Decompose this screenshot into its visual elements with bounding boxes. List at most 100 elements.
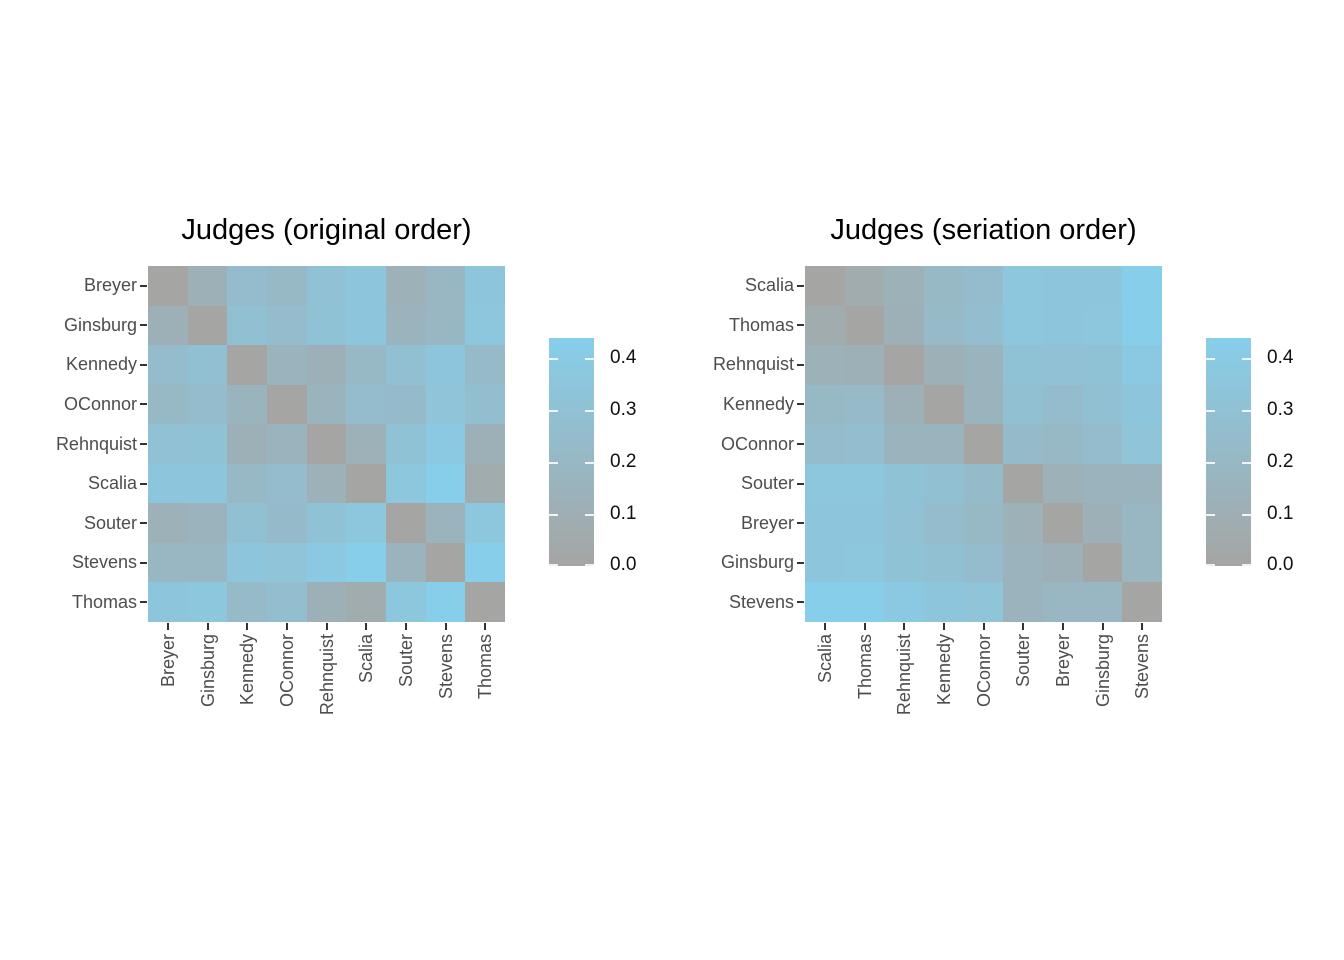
y-axis-label-breyer: Breyer bbox=[83, 275, 137, 296]
heatmap-cell-kennedy-rehnquist bbox=[306, 345, 347, 385]
heatmap-cell-rehnquist-oconnor bbox=[267, 424, 307, 464]
y-axis-label-ginsburg: Ginsburg bbox=[63, 314, 137, 335]
heatmap-cell-oconnor-kennedy bbox=[924, 424, 964, 464]
x-axis-tick bbox=[982, 623, 985, 630]
heatmap-cell-stevens-breyer bbox=[1043, 582, 1083, 622]
right-color-legend-labels: 0.4 0.3 0.2 0.1 0.0 bbox=[1267, 338, 1319, 578]
y-axis-tick bbox=[797, 601, 804, 604]
heatmap-cell-scalia-oconnor bbox=[267, 463, 307, 504]
left-y-axis-ticks bbox=[140, 266, 147, 622]
x-axis-label-slot: Kennedy bbox=[924, 634, 964, 754]
heatmap-cell-thomas-kennedy bbox=[924, 305, 964, 346]
heatmap-cell-ginsburg-stevens bbox=[425, 305, 466, 346]
heatmap-cell-rehnquist-thomas bbox=[465, 424, 505, 464]
heatmap-cell-oconnor-oconnor bbox=[963, 424, 1004, 464]
heatmap-cell-rehnquist-scalia bbox=[346, 424, 386, 464]
heatmap-cell-rehnquist-ginsburg bbox=[187, 424, 228, 464]
heatmap-cell-thomas-rehnquist bbox=[884, 305, 924, 346]
heatmap-cell-breyer-breyer bbox=[148, 266, 188, 306]
heatmap-cell-scalia-souter bbox=[1003, 266, 1043, 306]
y-axis-tick bbox=[797, 522, 804, 525]
left-x-axis-ticks bbox=[148, 623, 505, 630]
heatmap-cell-souter-oconnor bbox=[267, 503, 307, 543]
heatmap-cell-ginsburg-scalia bbox=[346, 305, 386, 346]
heatmap-cell-ginsburg-thomas bbox=[844, 542, 885, 583]
x-axis-tick bbox=[246, 623, 249, 630]
heatmap-cell-thomas-souter bbox=[386, 582, 426, 622]
heatmap-cell-breyer-rehnquist bbox=[884, 503, 924, 543]
heatmap-cell-stevens-kennedy bbox=[924, 582, 964, 622]
x-axis-label-slot: Rehnquist bbox=[307, 634, 347, 754]
heatmap-cell-souter-kennedy bbox=[924, 463, 964, 504]
heatmap-cell-breyer-scalia bbox=[346, 266, 386, 306]
heatmap-cell-kennedy-oconnor bbox=[963, 384, 1004, 425]
legend-tick-mark bbox=[585, 358, 594, 360]
x-axis-tick bbox=[325, 623, 328, 630]
heatmap-cell-ginsburg-souter bbox=[1003, 542, 1043, 583]
heatmap-cell-rehnquist-souter bbox=[1003, 345, 1043, 385]
y-axis-label-souter: Souter bbox=[740, 473, 794, 494]
heatmap-cell-kennedy-stevens bbox=[425, 345, 466, 385]
heatmap-cell-breyer-souter bbox=[386, 266, 426, 306]
heatmap-cell-kennedy-breyer bbox=[1043, 384, 1083, 425]
heatmap-cell-scalia-souter bbox=[386, 463, 426, 504]
legend-tick-mark bbox=[549, 358, 558, 360]
heatmap-cell-stevens-rehnquist bbox=[884, 582, 924, 622]
x-axis-label-slot: Scalia bbox=[805, 634, 845, 754]
heatmap-cell-stevens-breyer bbox=[148, 542, 188, 583]
y-axis-label-souter: Souter bbox=[83, 512, 137, 533]
heatmap-cell-oconnor-thomas bbox=[465, 384, 505, 425]
legend-tick-mark bbox=[1242, 358, 1251, 360]
heatmap-cell-ginsburg-kennedy bbox=[924, 542, 964, 583]
y-axis-label-oconnor: OConnor bbox=[63, 393, 137, 414]
heatmap-cell-oconnor-ginsburg bbox=[1082, 424, 1123, 464]
heatmap-cell-souter-scalia bbox=[346, 503, 386, 543]
heatmap-cell-breyer-oconnor bbox=[267, 266, 307, 306]
heatmap-cell-breyer-stevens bbox=[1122, 503, 1162, 543]
heatmap-cell-kennedy-rehnquist bbox=[884, 384, 924, 425]
heatmap-cell-stevens-stevens bbox=[1122, 582, 1162, 622]
heatmap-cell-oconnor-oconnor bbox=[267, 384, 307, 425]
legend-tick-mark bbox=[585, 410, 594, 412]
heatmap-cell-thomas-ginsburg bbox=[187, 582, 228, 622]
heatmap-cell-oconnor-thomas bbox=[844, 424, 885, 464]
left-y-axis-labels: Breyer Ginsburg Kennedy OConnor Rehnquist Sca… bbox=[0, 266, 137, 622]
heatmap-cell-stevens-oconnor bbox=[267, 542, 307, 583]
heatmap-cell-ginsburg-ginsburg bbox=[187, 305, 228, 346]
heatmap-cell-stevens-oconnor bbox=[963, 582, 1004, 622]
legend-tick-label: 0.4 bbox=[610, 347, 637, 368]
y-axis-tick bbox=[140, 324, 147, 327]
x-axis-label-kennedy: Kennedy bbox=[933, 634, 954, 706]
left-color-legend-bar bbox=[549, 338, 594, 566]
heatmap-cell-breyer-breyer bbox=[1043, 503, 1083, 543]
x-axis-label-oconnor: OConnor bbox=[973, 634, 994, 708]
heatmap-cell-stevens-stevens bbox=[425, 542, 466, 583]
heatmap-cell-rehnquist-stevens bbox=[1122, 345, 1162, 385]
heatmap-cell-thomas-thomas bbox=[465, 582, 505, 622]
y-axis-tick bbox=[797, 324, 804, 327]
x-axis-label-souter: Souter bbox=[395, 634, 416, 688]
legend-tick-mark bbox=[1242, 564, 1251, 566]
heatmap-cell-thomas-breyer bbox=[1043, 305, 1083, 346]
x-axis-label-rehnquist: Rehnquist bbox=[894, 634, 915, 716]
x-axis-tick bbox=[444, 623, 447, 630]
heatmap-cell-scalia-thomas bbox=[465, 463, 505, 504]
heatmap-cell-breyer-souter bbox=[1003, 503, 1043, 543]
right-y-axis-ticks bbox=[797, 266, 804, 622]
left-heatmap-grid bbox=[148, 266, 505, 622]
y-axis-label-stevens: Stevens bbox=[728, 591, 794, 612]
x-axis-label-kennedy: Kennedy bbox=[237, 634, 258, 706]
heatmap-cell-souter-thomas bbox=[465, 503, 505, 543]
heatmap-cell-kennedy-thomas bbox=[844, 384, 885, 425]
heatmap-cell-stevens-rehnquist bbox=[306, 542, 347, 583]
heatmap-cell-souter-kennedy bbox=[227, 503, 267, 543]
x-axis-label-slot: Souter bbox=[386, 634, 426, 754]
x-axis-label-slot: OConnor bbox=[267, 634, 307, 754]
heatmap-cell-souter-souter bbox=[1003, 463, 1043, 504]
y-axis-label-kennedy: Kennedy bbox=[65, 354, 137, 375]
heatmap-cell-oconnor-scalia bbox=[346, 384, 386, 425]
heatmap-cell-souter-rehnquist bbox=[306, 503, 347, 543]
heatmap-cell-kennedy-kennedy bbox=[227, 345, 267, 385]
heatmap-cell-oconnor-ginsburg bbox=[187, 384, 228, 425]
heatmap-cell-ginsburg-breyer bbox=[148, 305, 188, 346]
